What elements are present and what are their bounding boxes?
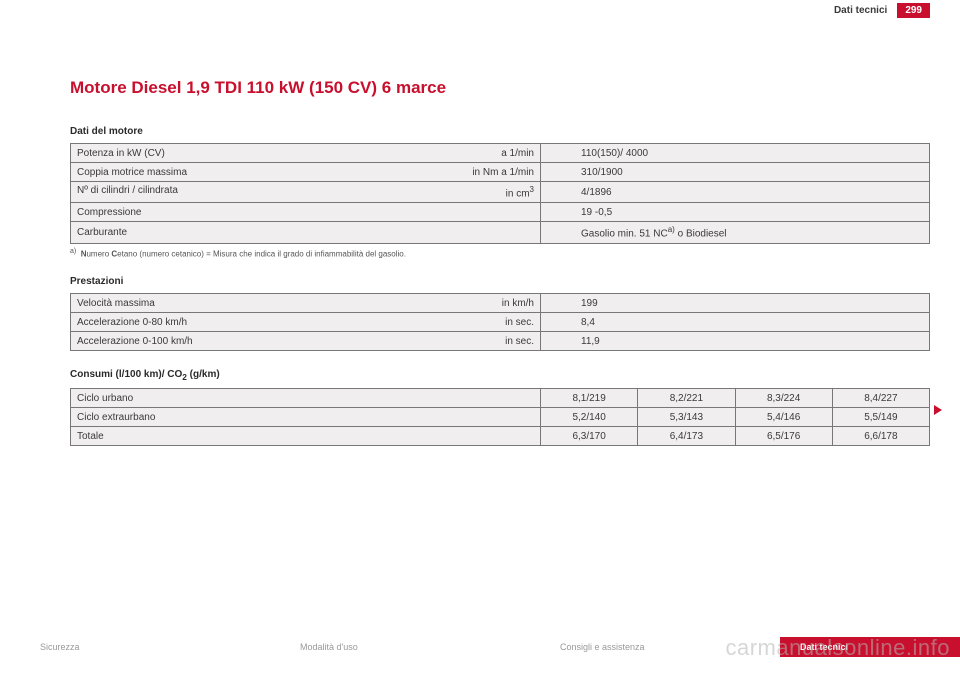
cell-value: 310/1900 <box>541 163 930 182</box>
cell-unit: in Nm a 1/min <box>472 167 534 178</box>
cell-value: 8,4 <box>541 313 930 332</box>
cell-value: 8,3/224 <box>735 389 832 408</box>
table-row: Accelerazione 0-100 km/h in sec. 11,9 <box>71 332 930 351</box>
cell-unit: in km/h <box>502 298 534 309</box>
cell-label: Totale <box>71 427 541 446</box>
cell-label: Accelerazione 0-80 km/h <box>77 317 187 328</box>
table-row: Coppia motrice massima in Nm a 1/min 310/… <box>71 163 930 182</box>
cell-label: Carburante <box>71 222 541 243</box>
cell-value: 8,4/227 <box>832 389 929 408</box>
cell-value: 6,5/176 <box>735 427 832 446</box>
cell-value: Gasolio min. 51 NCa) o Biodiesel <box>541 222 930 243</box>
table-row: Ciclo urbano 8,1/219 8,2/221 8,3/224 8,4… <box>71 389 930 408</box>
cell-label: Potenza in kW (CV) <box>77 148 165 159</box>
cell-unit: in cm3 <box>506 185 534 199</box>
page-header: Dati tecnici 299 <box>0 0 960 20</box>
table-row: Nº di cilindri / cilindrata in cm3 4/1896 <box>71 182 930 203</box>
engine-heading: Dati del motore <box>70 126 930 137</box>
table-row: Accelerazione 0-80 km/h in sec. 8,4 <box>71 313 930 332</box>
nav-sicurezza[interactable]: Sicurezza <box>0 637 260 657</box>
cell-label: Nº di cilindri / cilindrata <box>77 185 178 196</box>
cell-unit: in sec. <box>505 336 534 347</box>
cell-value: 5,2/140 <box>541 408 638 427</box>
cell-value: 5,4/146 <box>735 408 832 427</box>
page-number: 299 <box>897 3 930 18</box>
cell-label: Accelerazione 0-100 km/h <box>77 336 193 347</box>
cell-value: 4/1896 <box>541 182 930 203</box>
cell-value: 5,3/143 <box>638 408 735 427</box>
table-row: Compressione 19 -0,5 <box>71 203 930 222</box>
engine-table: Potenza in kW (CV) a 1/min 110(150)/ 4000… <box>70 143 930 244</box>
cell-value: 199 <box>541 294 930 313</box>
nav-modalita[interactable]: Modalità d'uso <box>260 637 520 657</box>
cell-value: 5,5/149 <box>832 408 929 427</box>
page-title: Motore Diesel 1,9 TDI 110 kW (150 CV) 6 … <box>70 78 930 98</box>
section-name: Dati tecnici <box>834 5 887 16</box>
cell-label: Velocità massima <box>77 298 155 309</box>
cell-label: Ciclo urbano <box>71 389 541 408</box>
cell-label: Compressione <box>71 203 541 222</box>
cell-unit: in sec. <box>505 317 534 328</box>
cell-value: 8,2/221 <box>638 389 735 408</box>
cell-value: 6,3/170 <box>541 427 638 446</box>
performance-heading: Prestazioni <box>70 276 930 287</box>
cell-value: 8,1/219 <box>541 389 638 408</box>
table-row: Ciclo extraurbano 5,2/140 5,3/143 5,4/14… <box>71 408 930 427</box>
table-row: Carburante Gasolio min. 51 NCa) o Biodie… <box>71 222 930 243</box>
consumption-heading: Consumi (l/100 km)/ CO2 (g/km) <box>70 369 930 382</box>
cell-value: 6,4/173 <box>638 427 735 446</box>
page-content: Motore Diesel 1,9 TDI 110 kW (150 CV) 6 … <box>70 78 930 450</box>
consumption-table: Ciclo urbano 8,1/219 8,2/221 8,3/224 8,4… <box>70 388 930 446</box>
continue-arrow-icon <box>934 405 942 415</box>
cell-value: 19 -0,5 <box>541 203 930 222</box>
cell-label: Ciclo extraurbano <box>71 408 541 427</box>
cell-value: 11,9 <box>541 332 930 351</box>
cell-label: Coppia motrice massima <box>77 167 187 178</box>
watermark: carmanualsonline.info <box>725 635 950 661</box>
cell-value: 110(150)/ 4000 <box>541 144 930 163</box>
cell-unit: a 1/min <box>501 148 534 159</box>
table-row: Velocità massima in km/h 199 <box>71 294 930 313</box>
table-row: Totale 6,3/170 6,4/173 6,5/176 6,6/178 <box>71 427 930 446</box>
cell-value: 6,6/178 <box>832 427 929 446</box>
table-row: Potenza in kW (CV) a 1/min 110(150)/ 4000 <box>71 144 930 163</box>
performance-table: Velocità massima in km/h 199 Accelerazion… <box>70 293 930 351</box>
footnote: a) Numero Cetano (numero cetanico) = Mis… <box>70 248 930 259</box>
